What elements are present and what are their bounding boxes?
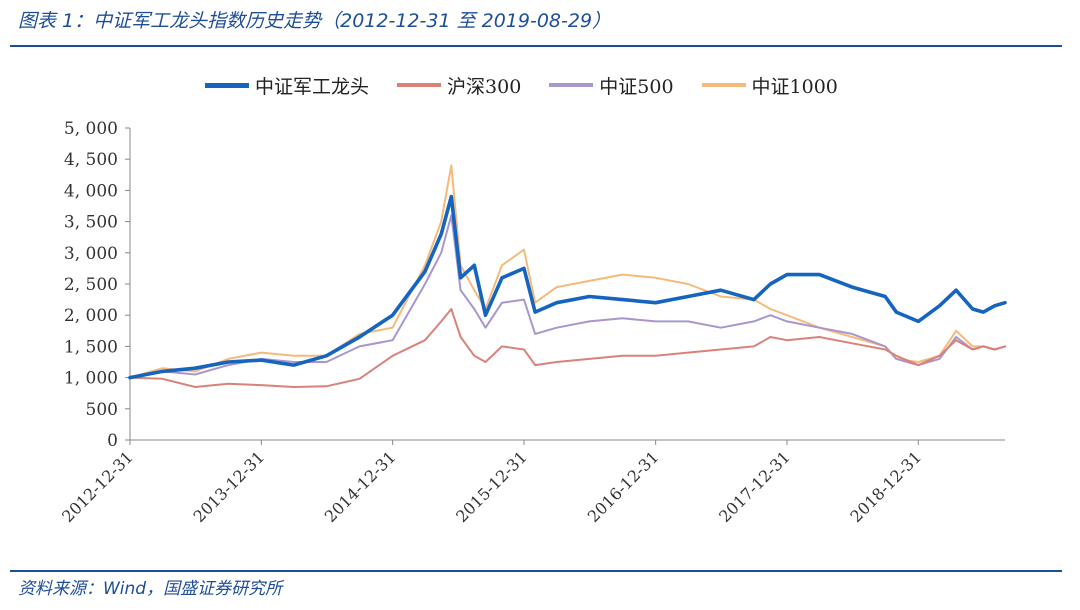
legend-item-3: 中证1000 — [701, 72, 838, 99]
legend-item-0: 中证军工龙头 — [205, 72, 369, 99]
y-tick-label: 3, 500 — [64, 213, 118, 233]
x-tick-label: 2013-12-31 — [189, 447, 268, 526]
x-tick-label: 2018-12-31 — [846, 447, 925, 526]
bottom-rule — [10, 570, 1062, 572]
y-tick-label: 1, 000 — [64, 369, 118, 389]
legend-swatch-2 — [549, 83, 594, 87]
y-tick-label: 3, 000 — [64, 244, 118, 264]
x-tick-label: 2015-12-31 — [452, 447, 531, 526]
legend-label-0: 中证军工龙头 — [255, 75, 370, 98]
legend-swatch-1 — [397, 83, 442, 87]
chart-legend: 中证军工龙头 沪深300 中证500 中证1000 — [205, 72, 866, 98]
y-tick-label: 2, 500 — [64, 275, 118, 295]
y-tick-label: 2, 000 — [64, 306, 118, 326]
legend-label-3: 中证1000 — [751, 75, 838, 98]
legend-label-1: 沪深300 — [447, 75, 522, 98]
legend-swatch-3 — [701, 83, 746, 87]
y-tick-label: 4, 000 — [64, 181, 118, 201]
series-line-1 — [129, 308, 1006, 388]
y-tick-label: 5, 000 — [64, 119, 118, 139]
x-tick-label: 2016-12-31 — [584, 447, 663, 526]
chart-series — [128, 164, 1007, 388]
series-line-0 — [128, 194, 1007, 380]
legend-item-1: 沪深300 — [397, 72, 521, 99]
top-rule — [10, 45, 1062, 47]
y-tick-label: 1, 500 — [64, 337, 118, 357]
figure-title: 图表 1：中证军工龙头指数历史走势（2012-12-31 至 2019-08-2… — [18, 10, 612, 32]
legend-item-2: 中证500 — [549, 72, 674, 99]
series-line-3 — [129, 164, 1006, 379]
y-tick-label: 4, 500 — [64, 150, 118, 170]
legend-label-2: 中证500 — [599, 75, 674, 98]
x-tick-label: 2017-12-31 — [715, 447, 794, 526]
x-tick-label: 2014-12-31 — [321, 447, 400, 526]
y-tick-label: 0 — [107, 431, 118, 451]
legend-swatch-0 — [205, 82, 249, 88]
y-tick-label: 500 — [86, 400, 118, 420]
x-tick-label: 2012-12-31 — [58, 447, 137, 526]
source-note: 资料来源：Wind，国盛证券研究所 — [18, 579, 283, 599]
